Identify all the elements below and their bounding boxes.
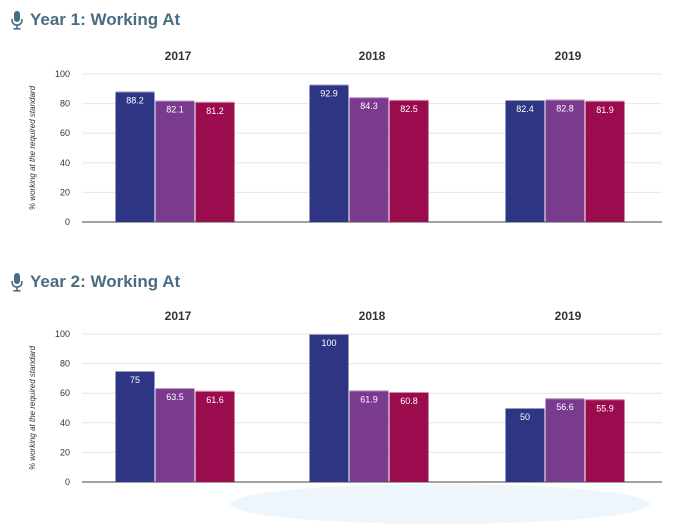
y-tick-label: 0	[65, 477, 70, 487]
bar	[349, 390, 389, 482]
section-title-year1: Year 1: Working At	[10, 10, 180, 30]
category-label: 2018	[359, 309, 386, 323]
data-label: 61.9	[360, 394, 378, 404]
y-tick-label: 60	[60, 388, 70, 398]
bar	[349, 97, 389, 222]
section-title-year2: Year 2: Working At	[10, 272, 180, 292]
y-tick-label: 60	[60, 128, 70, 138]
data-label: 82.4	[516, 104, 534, 114]
category-label: 2017	[165, 49, 192, 63]
category-label: 2018	[359, 49, 386, 63]
y-tick-label: 80	[60, 99, 70, 109]
data-label: 92.9	[320, 89, 338, 99]
y-tick-label: 20	[60, 447, 70, 457]
y-tick-label: 100	[55, 69, 70, 79]
bar	[389, 99, 429, 222]
data-label: 100	[321, 338, 336, 348]
chart-title: Year 2: Working At	[30, 272, 181, 291]
microphone-icon	[11, 11, 23, 30]
chart-year1: 0 20 40 60 80 100 % working at the required st…	[28, 49, 662, 227]
bar	[309, 84, 349, 222]
data-label: 63.5	[166, 392, 184, 402]
data-label: 82.5	[400, 104, 418, 114]
data-label: 81.9	[596, 105, 614, 115]
category-label: 2017	[165, 309, 192, 323]
bar	[115, 91, 155, 222]
bar	[585, 100, 625, 222]
microphone-icon	[11, 273, 23, 292]
bar	[545, 99, 585, 222]
bar	[505, 408, 545, 482]
category-label: 2019	[555, 309, 582, 323]
y-tick-label: 100	[55, 329, 70, 339]
data-label: 60.8	[400, 396, 418, 406]
bar	[195, 390, 235, 482]
category-label: 2019	[555, 49, 582, 63]
y-tick-label: 20	[60, 187, 70, 197]
y-axis-label: % working at the required standard	[28, 85, 37, 210]
data-label: 84.3	[360, 101, 378, 111]
data-label: 50	[520, 412, 530, 422]
y-tick-label: 80	[60, 359, 70, 369]
bar	[545, 398, 585, 482]
bar	[155, 100, 195, 222]
data-label: 82.8	[556, 103, 574, 113]
data-label: 81.2	[206, 106, 224, 116]
y-tick-label: 40	[60, 158, 70, 168]
data-label: 55.9	[596, 403, 614, 413]
chart-title: Year 1: Working At	[30, 10, 181, 29]
bar	[115, 371, 155, 482]
data-label: 82.1	[166, 104, 184, 114]
data-label: 61.6	[206, 395, 224, 405]
bar	[389, 392, 429, 482]
bar	[195, 101, 235, 222]
chart-year2: 0 20 40 60 80 100 % working at the required st…	[28, 309, 662, 487]
data-label: 75	[130, 375, 140, 385]
bar	[505, 100, 545, 222]
y-tick-label: 40	[60, 418, 70, 428]
y-axis-label: % working at the required standard	[28, 345, 37, 470]
bar	[155, 388, 195, 482]
bar	[585, 399, 625, 482]
bar	[309, 334, 349, 482]
y-tick-label: 0	[65, 217, 70, 227]
data-label: 56.6	[556, 402, 574, 412]
data-label: 88.2	[126, 95, 144, 105]
